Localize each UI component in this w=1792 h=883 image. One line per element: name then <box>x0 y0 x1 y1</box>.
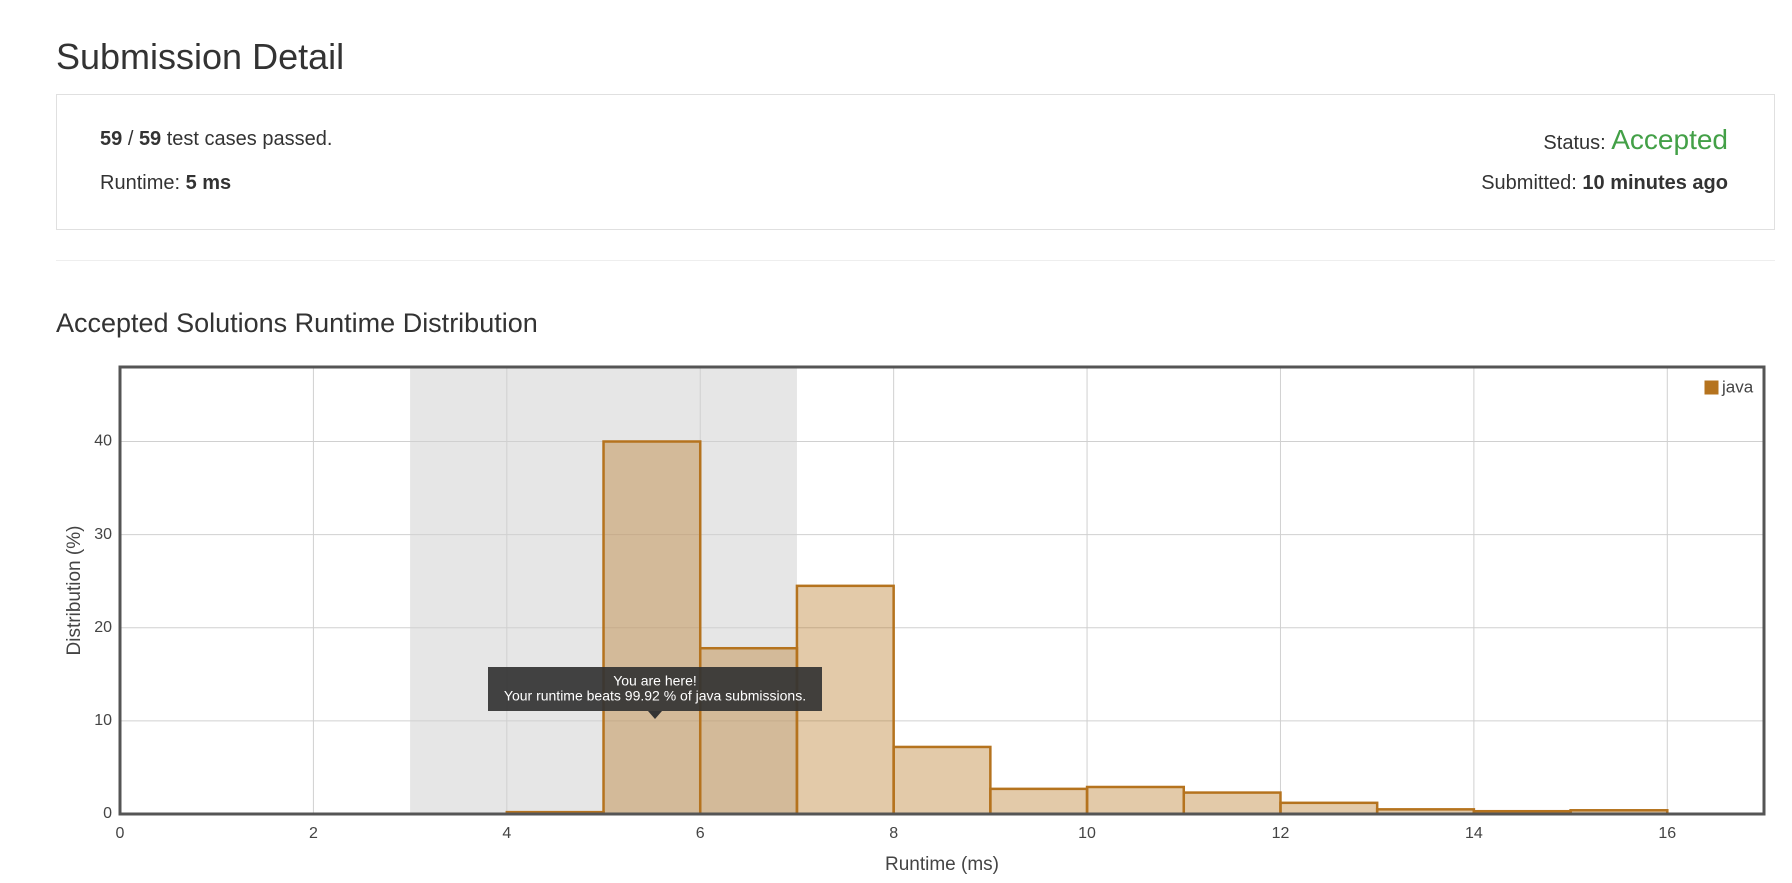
histogram-bar <box>989 787 1089 816</box>
tooltip-title: You are here! <box>613 673 697 689</box>
y-tick-label: 20 <box>94 619 112 636</box>
section-title: Accepted Solutions Runtime Distribution <box>56 308 538 338</box>
status-value[interactable]: Accepted <box>1611 124 1728 155</box>
cases-suffix: test cases passed. <box>166 128 333 150</box>
submitted-value: 10 minutes ago <box>1582 172 1728 194</box>
x-tick-label: 4 <box>502 825 511 842</box>
passed: 59 <box>100 128 123 150</box>
status-label: Status: <box>1543 132 1606 154</box>
x-tick-label: 14 <box>1465 825 1483 842</box>
runtime-value: 5 ms <box>185 172 232 194</box>
y-tick-label: 10 <box>94 712 112 729</box>
submitted-label: Submitted: <box>1481 172 1577 194</box>
divider <box>56 260 1775 261</box>
separator: / <box>127 128 134 150</box>
summary-box <box>56 94 1775 230</box>
histogram-bar <box>1182 791 1282 816</box>
x-tick-label: 8 <box>889 825 898 842</box>
legend-swatch <box>1703 379 1720 396</box>
legend-label: java <box>1721 377 1754 396</box>
x-tick-label: 6 <box>696 825 705 842</box>
histogram-bar <box>602 440 702 816</box>
runtime-label: Runtime: <box>100 172 181 194</box>
x-tick-label: 2 <box>309 825 318 842</box>
y-axis-label: Distribution (%) <box>64 526 85 656</box>
x-tick-label: 12 <box>1272 825 1290 842</box>
histogram-bar <box>892 745 992 816</box>
status-row: Status: Accepted <box>1543 124 1728 156</box>
histogram-bar <box>1279 801 1379 816</box>
plot-frame <box>118 365 1766 816</box>
tooltip-box <box>488 667 822 711</box>
submitted-row: Submitted: 10 minutes ago <box>1481 172 1728 195</box>
cases-row: 59 / 59 test cases passed. <box>100 128 332 151</box>
y-tick-label: 0 <box>103 805 112 822</box>
histogram-bar <box>1085 785 1186 816</box>
tooltip: You are here!Your runtime beats 99.92 % … <box>488 667 822 719</box>
page-title: Submission Detail <box>56 36 345 77</box>
total: 59 <box>138 128 162 150</box>
y-tick-label: 40 <box>94 433 112 450</box>
x-tick-label: 0 <box>116 825 125 842</box>
tooltip-pointer <box>648 711 662 719</box>
y-tick-label: 30 <box>94 526 112 543</box>
x-axis-label: Runtime (ms) <box>885 854 999 875</box>
runtime-row: Runtime: 5 ms <box>100 172 231 195</box>
x-tick-label: 16 <box>1658 825 1676 842</box>
tooltip-text: Your runtime beats 99.92 % of java submi… <box>504 688 806 704</box>
x-tick-label: 10 <box>1078 825 1096 842</box>
